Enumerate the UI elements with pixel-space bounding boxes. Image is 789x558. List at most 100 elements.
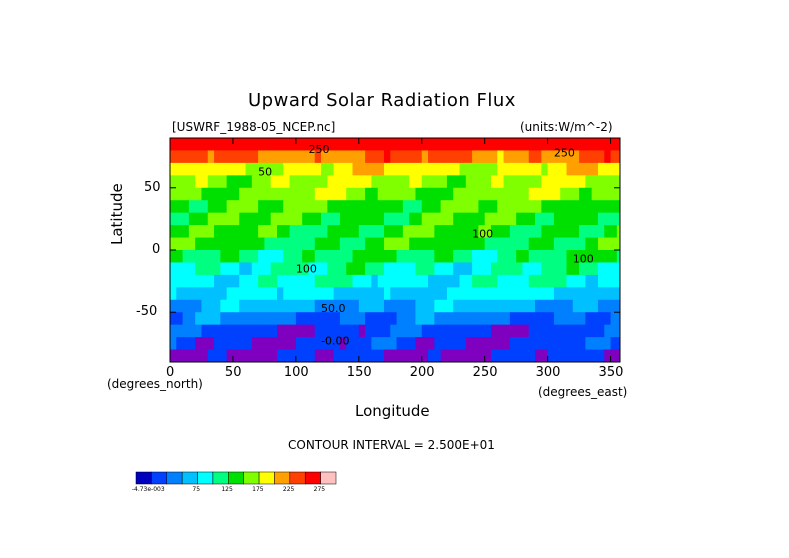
heat-cell — [220, 349, 228, 362]
heat-cell — [434, 349, 442, 362]
heat-cell — [434, 162, 442, 176]
heat-cell — [201, 337, 209, 351]
heat-cell — [358, 324, 366, 338]
heat-cell — [516, 200, 524, 214]
heat-cell — [503, 162, 511, 176]
heat-cell — [195, 274, 203, 288]
heat-cell — [295, 225, 303, 239]
heat-cell — [396, 187, 404, 201]
heat-cell — [251, 337, 259, 351]
heat-cell — [314, 250, 322, 264]
heat-cell — [365, 187, 372, 201]
heat-cell — [547, 262, 555, 276]
heat-cell — [383, 200, 391, 214]
heat-cell — [383, 299, 391, 313]
heat-cell — [314, 287, 322, 301]
heat-cell — [289, 162, 297, 176]
x-tick-label: 200 — [409, 365, 435, 380]
heat-cell — [283, 274, 291, 288]
heat-cell — [597, 187, 605, 201]
heat-cell — [591, 337, 599, 351]
heat-cell — [314, 212, 322, 226]
heat-cell — [377, 274, 385, 288]
heat-cell — [478, 187, 486, 201]
heat-cell — [560, 349, 568, 362]
heat-cell — [339, 162, 347, 176]
heat-cell — [453, 274, 461, 288]
heat-cell — [207, 324, 215, 338]
heat-cell — [314, 200, 322, 214]
heat-cell — [579, 162, 586, 176]
heat-cell — [560, 225, 568, 239]
heat-cell — [321, 150, 328, 164]
heat-cell — [566, 312, 574, 326]
heat-cell — [358, 299, 366, 313]
heat-cell — [446, 162, 454, 176]
heat-cell — [528, 237, 536, 251]
heat-cell — [566, 274, 574, 288]
contour-interval-text: CONTOUR INTERVAL = 2.500E+01 — [288, 438, 495, 452]
heat-cell — [541, 349, 549, 362]
heat-cell — [314, 150, 322, 164]
heat-cell — [459, 237, 467, 251]
heat-cell — [535, 162, 542, 176]
heat-cell — [528, 175, 536, 189]
heat-cell — [220, 274, 228, 288]
heat-cell — [333, 324, 341, 338]
heat-cell — [560, 237, 568, 251]
heat-cell — [616, 212, 620, 226]
heat-cell — [516, 299, 524, 313]
heat-cell — [207, 138, 215, 152]
heat-cell — [321, 200, 328, 214]
heat-cell — [339, 150, 347, 164]
heat-cell — [339, 187, 347, 201]
heat-cell — [503, 312, 511, 326]
heat-cell — [220, 200, 228, 214]
heat-cell — [333, 250, 341, 264]
heat-cell — [497, 237, 505, 251]
heat-cell — [195, 225, 203, 239]
heat-cell — [314, 138, 322, 152]
heat-cell — [276, 187, 284, 201]
heat-cell — [434, 200, 442, 214]
heat-cell — [289, 200, 297, 214]
heat-cell — [283, 312, 291, 326]
heat-cell — [490, 299, 498, 313]
heat-cell — [497, 337, 505, 351]
heat-cell — [465, 287, 473, 301]
heat-cell — [302, 250, 310, 264]
heat-cell — [276, 337, 284, 351]
heat-cell — [333, 287, 341, 301]
heat-cell — [226, 175, 234, 189]
heat-cell — [516, 349, 524, 362]
heat-cell — [428, 337, 435, 351]
heat-cell — [490, 200, 498, 214]
heat-cell — [170, 349, 177, 362]
heat-cell — [289, 299, 297, 313]
heat-cell — [188, 162, 196, 176]
heat-cell — [497, 212, 505, 226]
heat-cell — [409, 237, 417, 251]
heat-cell — [421, 324, 429, 338]
heat-cell — [597, 237, 605, 251]
heat-cell — [170, 312, 177, 326]
heat-cell — [428, 312, 435, 326]
heat-cell — [295, 138, 303, 152]
heat-cell — [377, 312, 385, 326]
heat-cell — [560, 162, 568, 176]
heat-cell — [503, 262, 511, 276]
heat-cell — [390, 175, 398, 189]
heat-cell — [327, 312, 335, 326]
heat-cell — [371, 175, 379, 189]
heat-cell — [446, 262, 454, 276]
heat-cell — [283, 187, 291, 201]
colorbar-tick-label: -4.73e-003 — [131, 486, 165, 493]
heat-cell — [302, 212, 310, 226]
heat-cell — [327, 262, 335, 276]
heat-cell — [176, 250, 184, 264]
heat-cell — [365, 250, 372, 264]
heat-cell — [276, 287, 284, 301]
heat-cell — [547, 138, 555, 152]
heat-cell — [610, 237, 618, 251]
heat-cell — [503, 200, 511, 214]
